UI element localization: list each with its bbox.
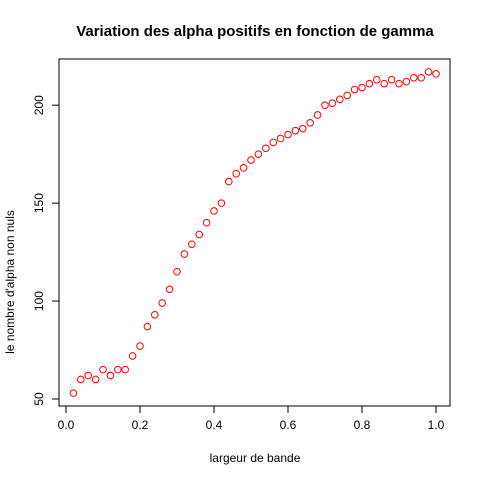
x-tick-label: 0.8 bbox=[354, 418, 371, 432]
data-point bbox=[232, 169, 240, 178]
data-point bbox=[158, 299, 166, 307]
data-point bbox=[358, 83, 366, 92]
data-point bbox=[328, 99, 337, 108]
data-point bbox=[343, 91, 352, 100]
y-tick-label: 50 bbox=[32, 392, 46, 406]
x-tick-label: 0.4 bbox=[206, 418, 223, 432]
plot-frame bbox=[58, 58, 451, 407]
data-point bbox=[121, 365, 129, 374]
data-point bbox=[180, 250, 189, 258]
data-point bbox=[313, 111, 322, 119]
x-axis: 0.0 0.2 0.4 0.6 0.8 1.0 bbox=[58, 406, 445, 432]
data-point bbox=[99, 365, 107, 374]
data-point bbox=[217, 199, 226, 207]
data-point bbox=[262, 144, 270, 153]
y-axis-label: le nombre d'alpha non nuls bbox=[3, 210, 17, 354]
data-point bbox=[424, 68, 433, 76]
data-point bbox=[91, 375, 100, 384]
y-tick-label: 200 bbox=[32, 95, 46, 115]
data-point bbox=[350, 85, 359, 94]
data-point bbox=[402, 77, 411, 86]
x-tick-label: 0.2 bbox=[132, 418, 149, 432]
data-point bbox=[247, 156, 255, 164]
data-point bbox=[269, 138, 278, 147]
x-tick-label: 1.0 bbox=[428, 418, 445, 432]
data-point bbox=[387, 75, 396, 84]
data-point bbox=[202, 218, 211, 227]
data-point bbox=[299, 124, 307, 133]
x-tick-label: 0.0 bbox=[58, 418, 75, 432]
data-point bbox=[395, 79, 403, 88]
data-point bbox=[321, 101, 329, 109]
data-point bbox=[239, 164, 248, 172]
data-point bbox=[373, 75, 381, 84]
data-point bbox=[380, 79, 389, 88]
data-point bbox=[284, 130, 292, 139]
data-point bbox=[336, 95, 344, 104]
data-point bbox=[417, 73, 426, 82]
data-point bbox=[114, 365, 122, 374]
data-points bbox=[69, 68, 440, 397]
data-point bbox=[210, 207, 218, 215]
data-point bbox=[173, 267, 181, 276]
y-tick-label: 100 bbox=[32, 291, 46, 311]
data-point bbox=[306, 119, 315, 127]
data-point bbox=[365, 79, 374, 88]
data-point bbox=[143, 322, 152, 331]
data-point bbox=[106, 371, 115, 380]
y-axis: 50 100 150 200 bbox=[32, 95, 59, 406]
x-axis-label: largeur de bande bbox=[210, 451, 301, 465]
data-point bbox=[254, 150, 263, 158]
data-point bbox=[77, 375, 85, 384]
y-tick-label: 150 bbox=[32, 193, 46, 213]
x-tick-label: 0.6 bbox=[280, 418, 297, 432]
data-point bbox=[151, 310, 159, 319]
data-point bbox=[84, 371, 92, 380]
data-point bbox=[276, 134, 285, 143]
data-point bbox=[432, 70, 440, 78]
data-point bbox=[128, 352, 137, 360]
data-point bbox=[291, 126, 300, 135]
data-point bbox=[188, 240, 196, 249]
data-point bbox=[225, 177, 233, 186]
data-point bbox=[410, 73, 418, 82]
data-point bbox=[69, 389, 78, 397]
data-point bbox=[195, 230, 203, 239]
chart-title: Variation des alpha positifs en fonction… bbox=[76, 23, 434, 40]
data-point bbox=[165, 285, 174, 294]
data-point bbox=[136, 342, 144, 350]
